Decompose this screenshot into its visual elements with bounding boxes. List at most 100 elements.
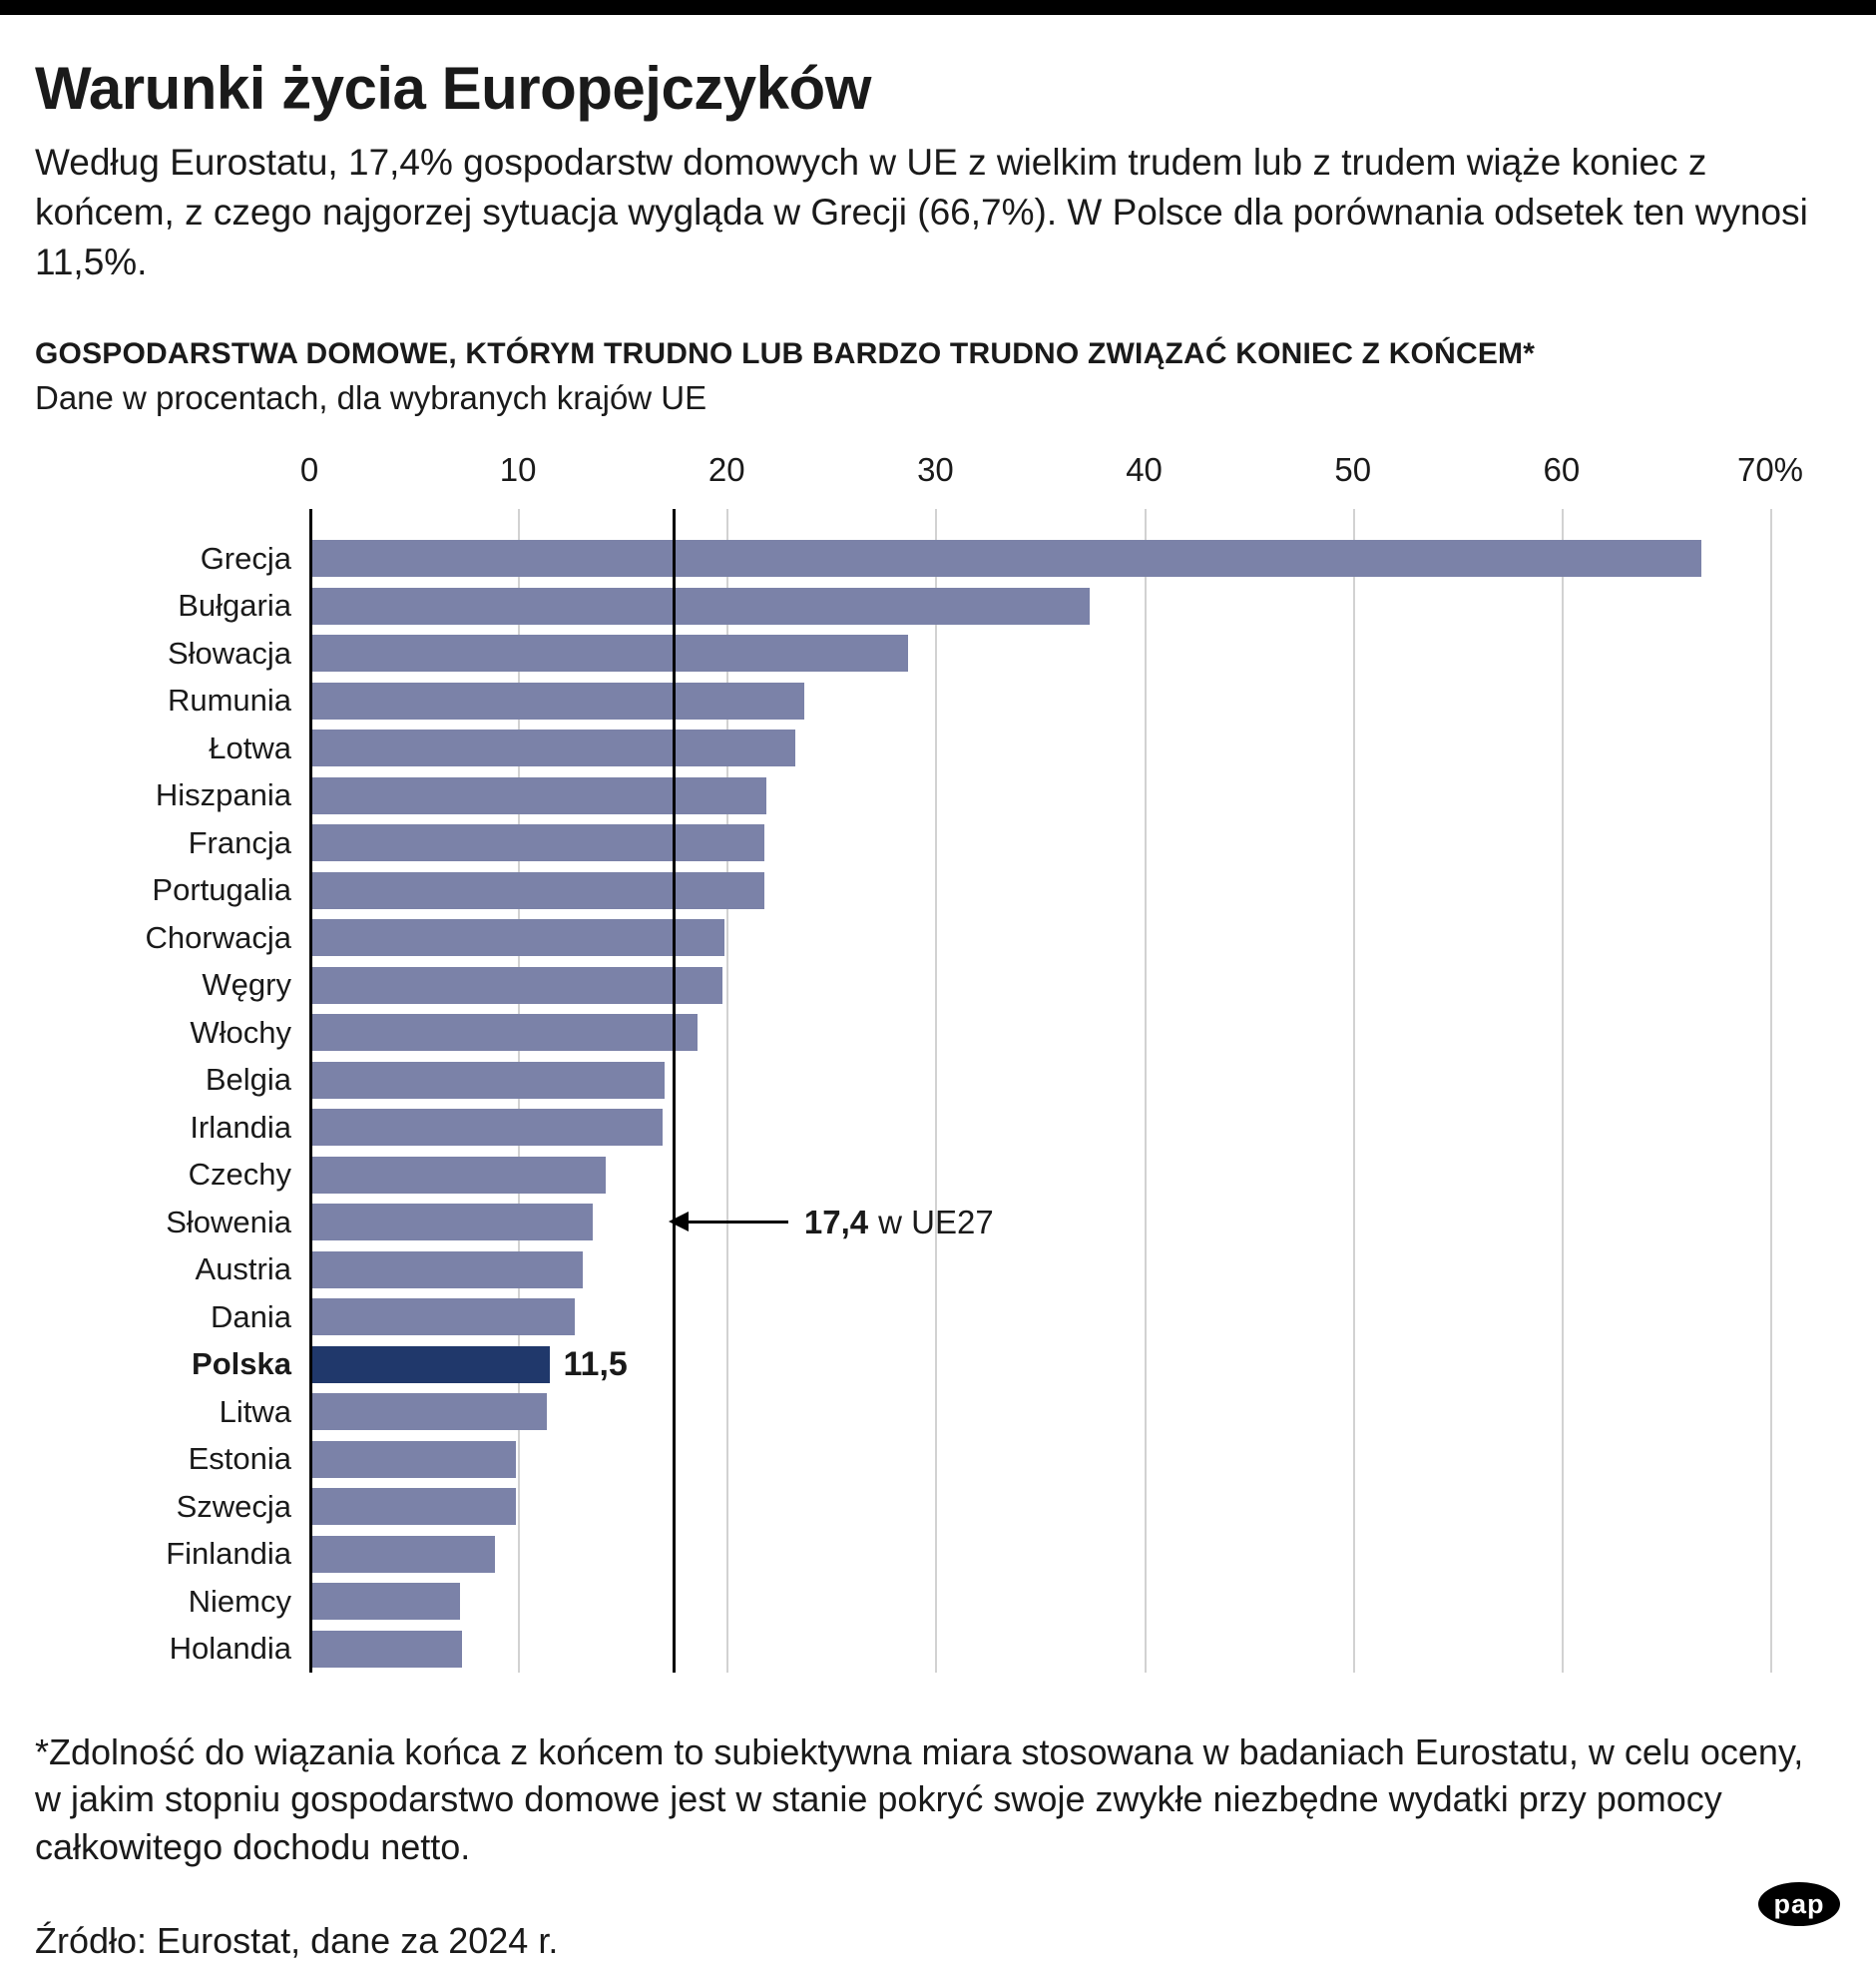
gridline xyxy=(1144,508,1147,1673)
country-label: Łotwa xyxy=(209,730,291,765)
bar xyxy=(309,1250,583,1288)
page-title: Warunki życia Europejczyków xyxy=(35,55,871,122)
left-arrow-icon xyxy=(668,1212,788,1232)
bar xyxy=(309,1440,517,1478)
country-label: Belgia xyxy=(205,1062,291,1098)
bar-track xyxy=(309,961,1841,1009)
bar xyxy=(309,587,1091,625)
bar-track xyxy=(309,677,1841,725)
plot-area: Grecja Bułgaria Słowacja Rumunia Łotwa Hiszpa… xyxy=(35,508,1841,1673)
bar-track xyxy=(309,1530,1841,1578)
ue27-reference-line xyxy=(672,508,676,1673)
chart-row: Irlandia xyxy=(35,1104,1841,1152)
chart-title: GOSPODARSTWA DOMOWE, KTÓRYM TRUDNO LUB B… xyxy=(35,336,1536,370)
country-label: Słowacja xyxy=(167,635,291,671)
chart-rows: Grecja Bułgaria Słowacja Rumunia Łotwa Hiszpa… xyxy=(35,535,1841,1673)
x-tick-label: 10 xyxy=(499,450,537,488)
chart-row: Estonia xyxy=(35,1435,1841,1483)
bar-track xyxy=(309,771,1841,819)
country-label: Finlandia xyxy=(166,1536,291,1572)
chart-row: Niemcy xyxy=(35,1578,1841,1626)
country-label: Francja xyxy=(188,824,291,860)
chart-row: Austria xyxy=(35,1245,1841,1293)
bar xyxy=(309,1630,462,1668)
highlight-value-label: 11,5 xyxy=(563,1344,628,1383)
source-line: Źródło: Eurostat, dane za 2024 r. xyxy=(35,1920,559,1962)
bar-track xyxy=(309,1625,1841,1673)
country-label: Słowenia xyxy=(166,1204,291,1239)
bar-track xyxy=(309,1104,1841,1152)
footnote: *Zdolność do wiązania końca z końcem to … xyxy=(35,1730,1804,1867)
chart-row: Chorwacja xyxy=(35,914,1841,962)
bar-track xyxy=(309,1435,1841,1483)
chart-row: Czechy xyxy=(35,1151,1841,1199)
bar-track xyxy=(309,819,1841,867)
ue27-suffix-label: w UE27 xyxy=(878,1203,994,1240)
country-label: Bułgaria xyxy=(178,588,291,624)
gridline xyxy=(1561,508,1564,1673)
ue27-value-label: 17,4 xyxy=(803,1203,869,1240)
bar xyxy=(309,730,796,767)
bar xyxy=(309,635,909,673)
bar-chart: 0 10 20 30 40 50 60 70% Grecja Bułgaria Słowacja R… xyxy=(35,447,1841,1673)
bar-track xyxy=(309,1009,1841,1057)
bar xyxy=(309,1488,517,1526)
bar-track xyxy=(309,1056,1841,1104)
chart-row: Rumunia xyxy=(35,677,1841,725)
bar xyxy=(309,682,804,720)
bar-track xyxy=(309,630,1841,678)
country-label: Rumunia xyxy=(167,683,291,719)
x-tick-label: 30 xyxy=(917,450,954,488)
x-tick-label: 50 xyxy=(1334,450,1372,488)
country-label: Portugalia xyxy=(152,872,291,908)
x-tick-label: 20 xyxy=(707,450,745,488)
bar xyxy=(309,871,764,909)
bar-track xyxy=(309,1293,1841,1341)
bar-track xyxy=(309,1245,1841,1293)
chart-row: Słowacja xyxy=(35,630,1841,678)
bar-highlight xyxy=(309,1345,550,1383)
bar xyxy=(309,1393,548,1431)
country-label: Hiszpania xyxy=(155,777,291,813)
bar xyxy=(309,540,1701,578)
country-label: Estonia xyxy=(188,1441,291,1477)
country-label: Chorwacja xyxy=(145,919,291,955)
bar xyxy=(309,919,725,957)
bar xyxy=(309,1061,665,1099)
chart-row: Belgia xyxy=(35,1056,1841,1104)
gridline xyxy=(1770,508,1772,1673)
country-label: Czechy xyxy=(188,1157,291,1193)
bar xyxy=(309,776,766,814)
page-content: Warunki życia Europejczyków Według Euros… xyxy=(0,57,1876,1962)
country-label: Austria xyxy=(195,1251,291,1287)
x-tick-label: 70% xyxy=(1736,450,1804,488)
chart-row: Hiszpania xyxy=(35,771,1841,819)
chart-row: Francja xyxy=(35,819,1841,867)
chart-row: Grecja xyxy=(35,535,1841,583)
country-label: Włochy xyxy=(190,1014,291,1050)
bar-track xyxy=(309,535,1841,583)
chart-row: Polska 11,5 xyxy=(35,1340,1841,1388)
bar-track xyxy=(309,1151,1841,1199)
country-label: Grecja xyxy=(200,540,291,576)
top-border-bar xyxy=(0,0,1876,15)
country-label: Irlandia xyxy=(190,1109,291,1145)
country-label: Polska xyxy=(192,1346,291,1382)
country-label: Holandia xyxy=(169,1631,291,1667)
bar-track xyxy=(309,866,1841,914)
bar-track xyxy=(309,1199,1841,1246)
x-tick-label: 60 xyxy=(1543,450,1581,488)
bar-track xyxy=(309,1483,1841,1531)
country-label: Litwa xyxy=(219,1393,291,1429)
bar-track xyxy=(309,582,1841,630)
gridline xyxy=(935,508,938,1673)
chart-row: Holandia xyxy=(35,1625,1841,1673)
zero-axis-line xyxy=(309,508,312,1673)
country-label: Szwecja xyxy=(176,1488,291,1524)
chart-row: Szwecja xyxy=(35,1483,1841,1531)
gridline xyxy=(726,508,729,1673)
bar xyxy=(309,1109,663,1147)
bar-track: 11,5 xyxy=(309,1340,1841,1388)
chart-row: Bułgaria xyxy=(35,582,1841,630)
bar xyxy=(309,824,764,862)
